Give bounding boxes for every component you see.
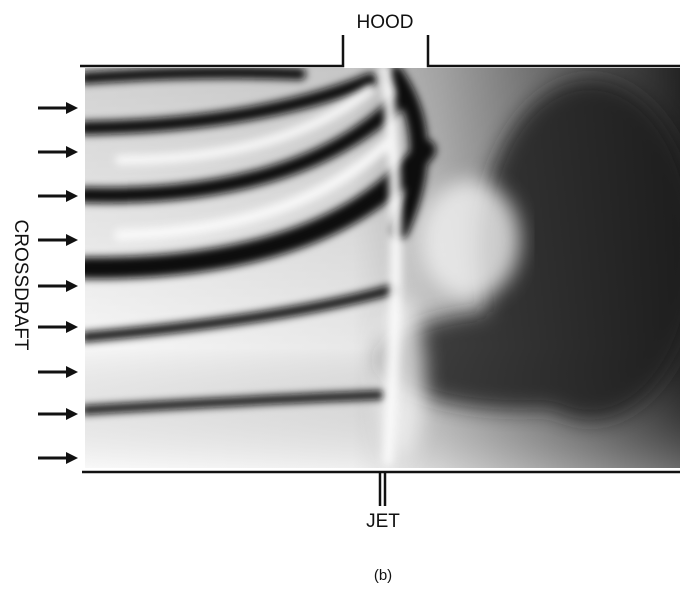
flow-photo (85, 68, 680, 468)
crossdraft-label: CROSSDRAFT (10, 220, 31, 351)
frame (80, 35, 680, 506)
crossdraft-arrows (38, 102, 78, 464)
caption: (b) (374, 567, 392, 584)
jet-label: JET (366, 511, 400, 532)
hood-label: HOOD (357, 12, 414, 33)
